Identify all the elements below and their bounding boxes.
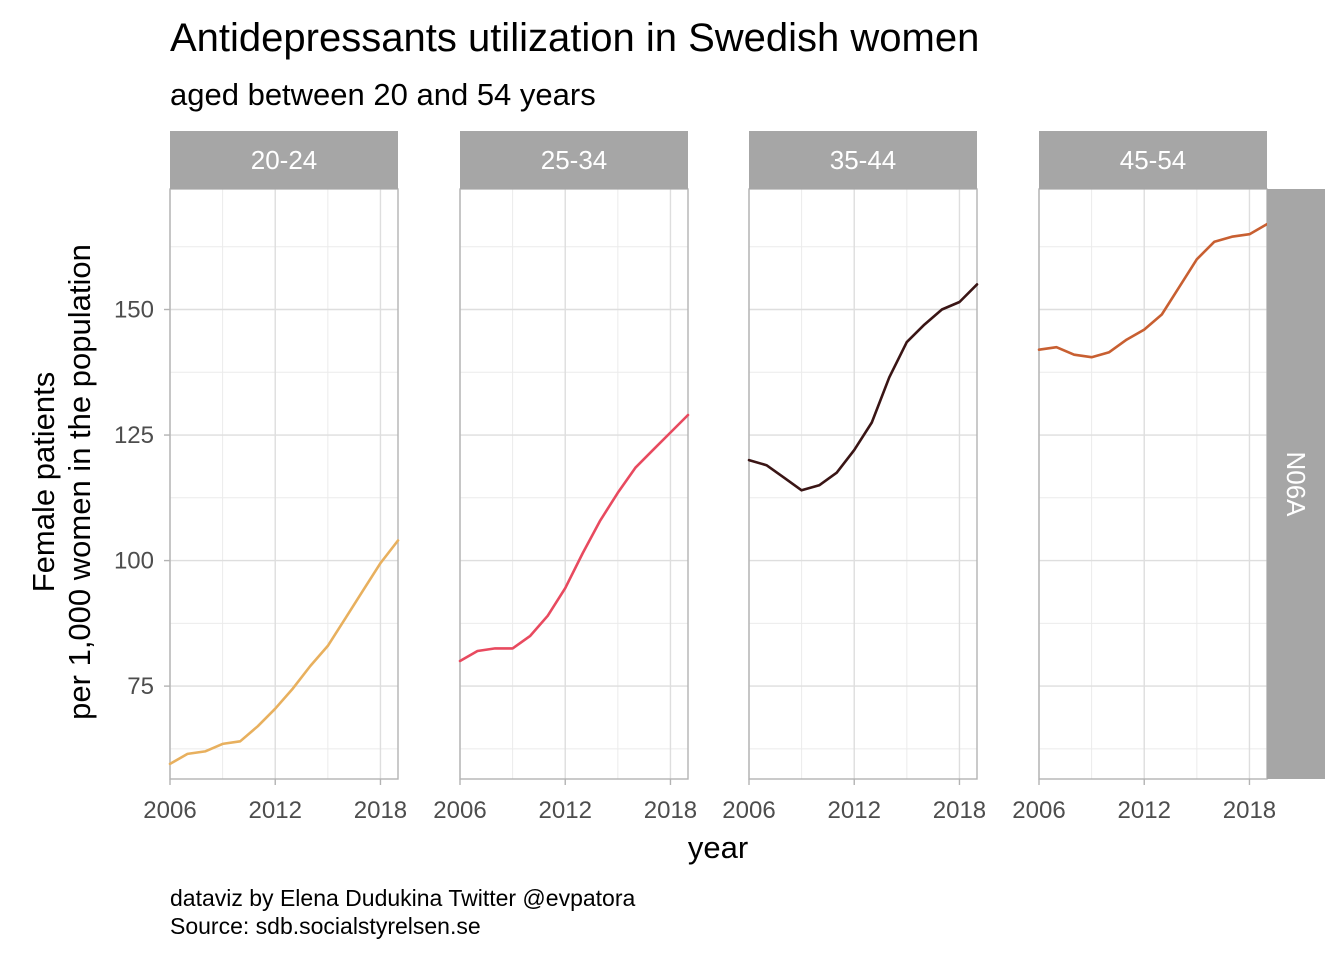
caption-source: Source: sdb.socialstyrelsen.se (170, 913, 481, 939)
facet-strip-label: 20-24 (251, 145, 318, 175)
facet-strip (170, 131, 398, 189)
series-line-20-24 (168, 539, 400, 766)
y-tick-label: 100 (114, 548, 154, 575)
y-tick-label: 125 (114, 422, 154, 449)
series-line-25-34 (458, 413, 690, 663)
x-tick-label: 2018 (644, 797, 697, 824)
x-tick-label: 2012 (828, 797, 881, 824)
facet-strip (749, 131, 977, 189)
x-tick-label: 2018 (1223, 797, 1276, 824)
chart-subtitle: aged between 20 and 54 years (170, 77, 596, 112)
x-tick-label: 2018 (933, 797, 986, 824)
x-tick-label: 2012 (1118, 797, 1171, 824)
facet-strip (1039, 131, 1267, 189)
facet-strip-label: 45-54 (1120, 145, 1187, 175)
panel-border (459, 188, 689, 780)
x-tick-label: 2012 (249, 797, 302, 824)
facet-strip-label: 35-44 (830, 145, 897, 175)
facet-strip (460, 131, 688, 189)
x-tick-label: 2006 (143, 797, 196, 824)
row-strip-label: N06A (1281, 451, 1311, 517)
x-tick-label: 2006 (1012, 797, 1065, 824)
x-tick-label: 2006 (722, 797, 775, 824)
x-tick-label: 2012 (539, 797, 592, 824)
row-strip (1267, 189, 1325, 779)
y-tick-label: 150 (114, 297, 154, 324)
x-tick-label: 2018 (354, 797, 407, 824)
facet-strip-label: 25-34 (541, 145, 608, 175)
panel-border (169, 188, 399, 780)
series-line-35-44 (747, 283, 979, 492)
panel-border (748, 188, 978, 780)
series-line-45-54 (1037, 222, 1269, 359)
panel-border (1038, 188, 1268, 780)
x-tick-label: 2006 (433, 797, 486, 824)
chart-title: Antidepressants utilization in Swedish w… (170, 16, 980, 60)
caption-credit: dataviz by Elena Dudukina Twitter @evpat… (170, 885, 636, 911)
x-axis-title: year (687, 830, 749, 865)
y-tick-label: 75 (127, 673, 154, 700)
